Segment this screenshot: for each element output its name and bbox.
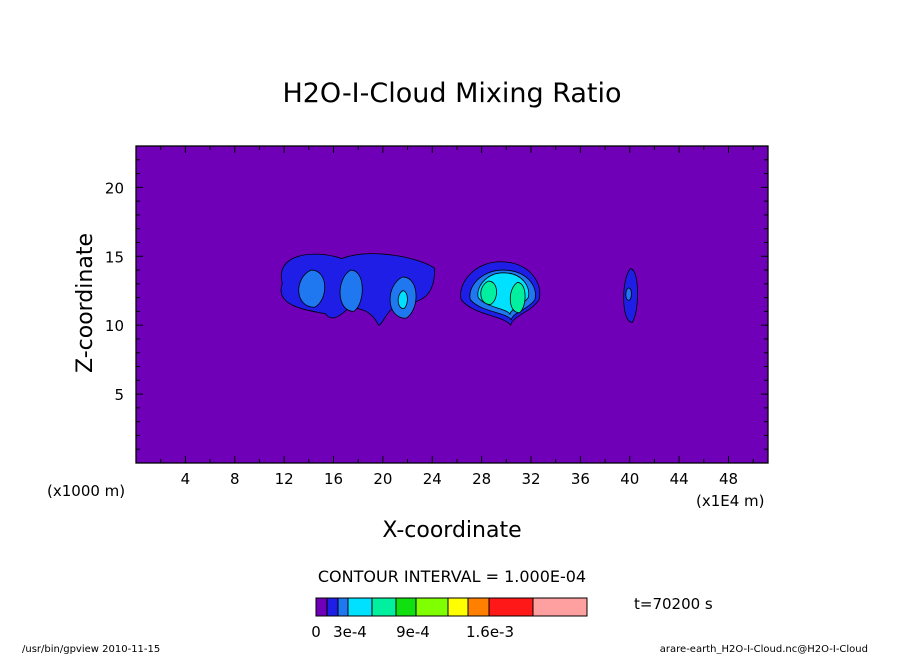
colorbar-labels: 0 3e-4 9e-4 1.6e-3 [311, 623, 514, 641]
x-tick-label: 28 [472, 470, 491, 488]
x-tick-label: 36 [571, 470, 590, 488]
x-tick-label: 40 [620, 470, 639, 488]
x-unit-right: (x1E4 m) [696, 492, 765, 510]
cloud-contour [625, 287, 632, 301]
x-tick-label: 8 [230, 470, 240, 488]
colorbar-swatch [447, 597, 469, 617]
colorbar-swatch [347, 597, 373, 617]
contour-interval-label: CONTOUR INTERVAL = 1.000E-04 [318, 567, 586, 586]
y-tick-label: 10 [105, 317, 124, 335]
colorbar-swatch [467, 597, 490, 617]
x-tick-label: 4 [181, 470, 191, 488]
x-tick-label: 32 [521, 470, 540, 488]
colorbar-label: 0 [311, 623, 321, 641]
x-tick-label: 44 [670, 470, 689, 488]
x-tick-label: 16 [324, 470, 343, 488]
colorbar-swatch [395, 597, 417, 617]
cloud-contours [280, 253, 638, 327]
colorbar-label: 3e-4 [333, 623, 367, 641]
colorbar-swatch [488, 597, 534, 617]
footer-source: arare-earth_H2O-I-Cloud.nc@H2O-I-Cloud [660, 644, 868, 654]
x-tick-label: 12 [275, 470, 294, 488]
cloud-contour [397, 290, 408, 310]
cloud-contour [298, 269, 326, 308]
cloud-contour [339, 269, 363, 312]
x-axis-label: X-coordinate [382, 518, 521, 543]
y-tick-label: 5 [114, 386, 124, 404]
x-unit-left: (x1000 m) [47, 482, 125, 500]
y-axis-label: Z-coordinate [73, 233, 98, 373]
colorbar-swatch [371, 597, 397, 617]
colorbar-swatch [326, 597, 339, 617]
chart-title: H2O-I-Cloud Mixing Ratio [282, 78, 621, 109]
colorbar [315, 597, 588, 617]
x-tick-label: 24 [423, 470, 442, 488]
footer-program: /usr/bin/gpview 2010-11-15 [22, 644, 160, 654]
y-tick-label: 15 [105, 248, 124, 266]
colorbar-label: 1.6e-3 [466, 623, 514, 641]
cloud-contour [480, 280, 497, 305]
x-tick-label: 20 [373, 470, 392, 488]
colorbar-swatch [415, 597, 449, 617]
x-tick-label: 48 [719, 470, 738, 488]
colorbar-swatch [532, 597, 588, 617]
time-label: t=70200 s [634, 595, 713, 613]
y-tick-label: 20 [105, 179, 124, 197]
plot-frame [135, 145, 769, 464]
colorbar-swatch [337, 597, 349, 617]
cloud-contour [509, 282, 526, 314]
colorbar-label: 9e-4 [396, 623, 430, 641]
colorbar-swatch [315, 597, 328, 617]
plot-background [136, 146, 768, 463]
